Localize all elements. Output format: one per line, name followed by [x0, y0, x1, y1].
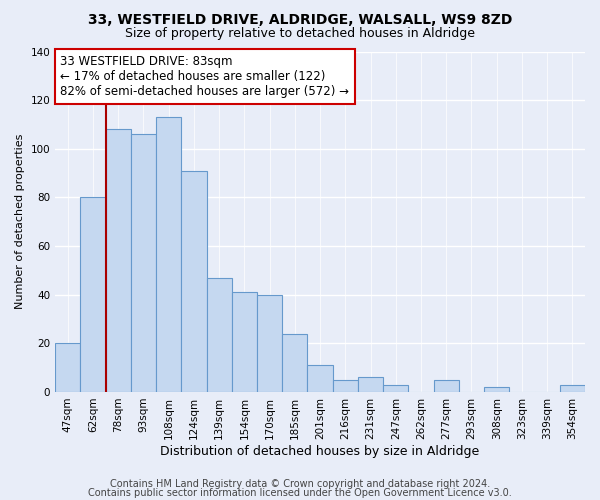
Bar — [80, 198, 106, 392]
Y-axis label: Number of detached properties: Number of detached properties — [15, 134, 25, 310]
Bar — [383, 384, 409, 392]
Text: Size of property relative to detached houses in Aldridge: Size of property relative to detached ho… — [125, 28, 475, 40]
Bar — [282, 334, 307, 392]
Bar — [206, 278, 232, 392]
Bar — [131, 134, 156, 392]
Bar — [332, 380, 358, 392]
Bar — [156, 117, 181, 392]
X-axis label: Distribution of detached houses by size in Aldridge: Distribution of detached houses by size … — [160, 444, 480, 458]
Bar — [434, 380, 459, 392]
Bar — [181, 170, 206, 392]
Text: 33, WESTFIELD DRIVE, ALDRIDGE, WALSALL, WS9 8ZD: 33, WESTFIELD DRIVE, ALDRIDGE, WALSALL, … — [88, 12, 512, 26]
Bar — [55, 344, 80, 392]
Bar — [307, 365, 332, 392]
Bar — [257, 294, 282, 392]
Text: Contains HM Land Registry data © Crown copyright and database right 2024.: Contains HM Land Registry data © Crown c… — [110, 479, 490, 489]
Bar — [484, 387, 509, 392]
Bar — [232, 292, 257, 392]
Text: 33 WESTFIELD DRIVE: 83sqm
← 17% of detached houses are smaller (122)
82% of semi: 33 WESTFIELD DRIVE: 83sqm ← 17% of detac… — [61, 55, 349, 98]
Text: Contains public sector information licensed under the Open Government Licence v3: Contains public sector information licen… — [88, 488, 512, 498]
Bar — [106, 130, 131, 392]
Bar — [358, 378, 383, 392]
Bar — [560, 384, 585, 392]
